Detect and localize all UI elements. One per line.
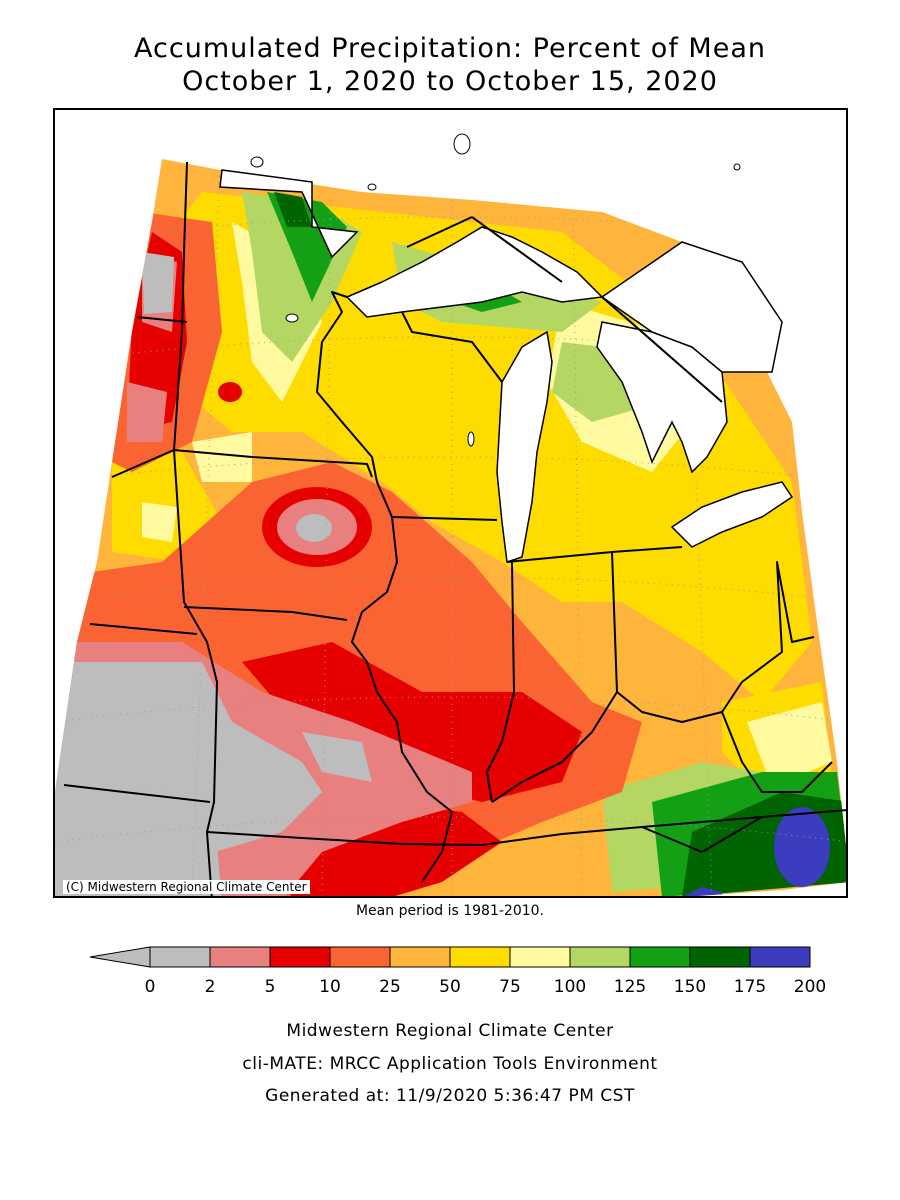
- lake-michigan: [496, 330, 553, 564]
- legend-swatch: [209, 946, 271, 968]
- legend-swatch: [149, 946, 211, 968]
- legend-tick-label: 150: [674, 977, 706, 997]
- footer-tool: cli-MATE: MRCC Application Tools Environ…: [242, 1054, 658, 1074]
- zone-2-5-nd-south: [127, 382, 167, 442]
- legend-tick-label: 100: [554, 977, 586, 997]
- lake-superior: [345, 226, 604, 318]
- legend-swatch: [509, 946, 571, 968]
- canada-land: [219, 169, 359, 259]
- zone-0-2-nd: [142, 252, 174, 314]
- legend-tick-label: 50: [439, 977, 461, 997]
- legend-swatch: [569, 946, 631, 968]
- zone-75-100-ne: [142, 502, 177, 542]
- legend-arrow: [89, 946, 151, 968]
- zone-0-2-mo: [302, 732, 372, 782]
- legend-swatch: [749, 946, 811, 968]
- ontario-land: [600, 241, 783, 373]
- zone-75-100-sd: [192, 432, 252, 482]
- legend-tick-label: 200: [794, 977, 825, 997]
- mean-period-note: Mean period is 1981-2010.: [355, 903, 545, 919]
- zone-0-2-ok: [55, 782, 222, 896]
- zone-5-10-mo-il: [242, 642, 582, 802]
- precipitation-map: (C) Midwestern Regional Climate Center: [53, 108, 848, 898]
- legend-tick-label: 10: [319, 977, 341, 997]
- map-subtitle-dates: October 1, 2020 to October 15, 2020: [182, 66, 718, 97]
- map-credit: (C) Midwestern Regional Climate Center: [63, 880, 310, 894]
- legend-swatch: [629, 946, 691, 968]
- legend-svg: 0 2 5 10 25 50 75 100 125 150 175 200: [89, 946, 827, 997]
- great-lakes: [219, 169, 794, 564]
- legend-swatch: [329, 946, 391, 968]
- legend-swatch: [269, 946, 331, 968]
- legend-tick-label: 0: [145, 977, 156, 997]
- legend-tick-label: 175: [734, 977, 766, 997]
- legend-swatch: [689, 946, 751, 968]
- legend-tick-label: 25: [379, 977, 401, 997]
- legend-swatch: [449, 946, 511, 968]
- zone-75-100-wv: [747, 702, 832, 787]
- footer-center: Midwestern Regional Climate Center: [286, 1021, 614, 1041]
- islands: [250, 133, 741, 447]
- footer-generated: Generated at: 11/9/2020 5:36:47 PM CST: [265, 1086, 635, 1106]
- legend-tick-label: 5: [265, 977, 276, 997]
- legend-tick-label: 2: [205, 977, 216, 997]
- graticule: [55, 159, 846, 896]
- legend-boxes: [149, 946, 811, 968]
- map-canvas: [55, 133, 846, 896]
- legend-tick-label: 75: [499, 977, 521, 997]
- color-legend: 0 2 5 10 25 50 75 100 125 150 175 200: [85, 940, 827, 1000]
- zone-0-2-ia: [296, 514, 332, 542]
- legend-swatch: [389, 946, 451, 968]
- lake-erie: [670, 481, 794, 548]
- zone-5-10-mn-spot: [218, 382, 242, 402]
- zone-150-175-mn: [274, 192, 312, 227]
- map-title: Accumulated Precipitation: Percent of Me…: [134, 33, 766, 64]
- legend-tick-label: 125: [614, 977, 646, 997]
- zone-175-200-se: [774, 807, 830, 887]
- state-boundaries: [63, 161, 846, 896]
- legend-labels: 0 2 5 10 25 50 75 100 125 150 175 200: [145, 977, 827, 997]
- zone-5-10-sw: [282, 802, 502, 896]
